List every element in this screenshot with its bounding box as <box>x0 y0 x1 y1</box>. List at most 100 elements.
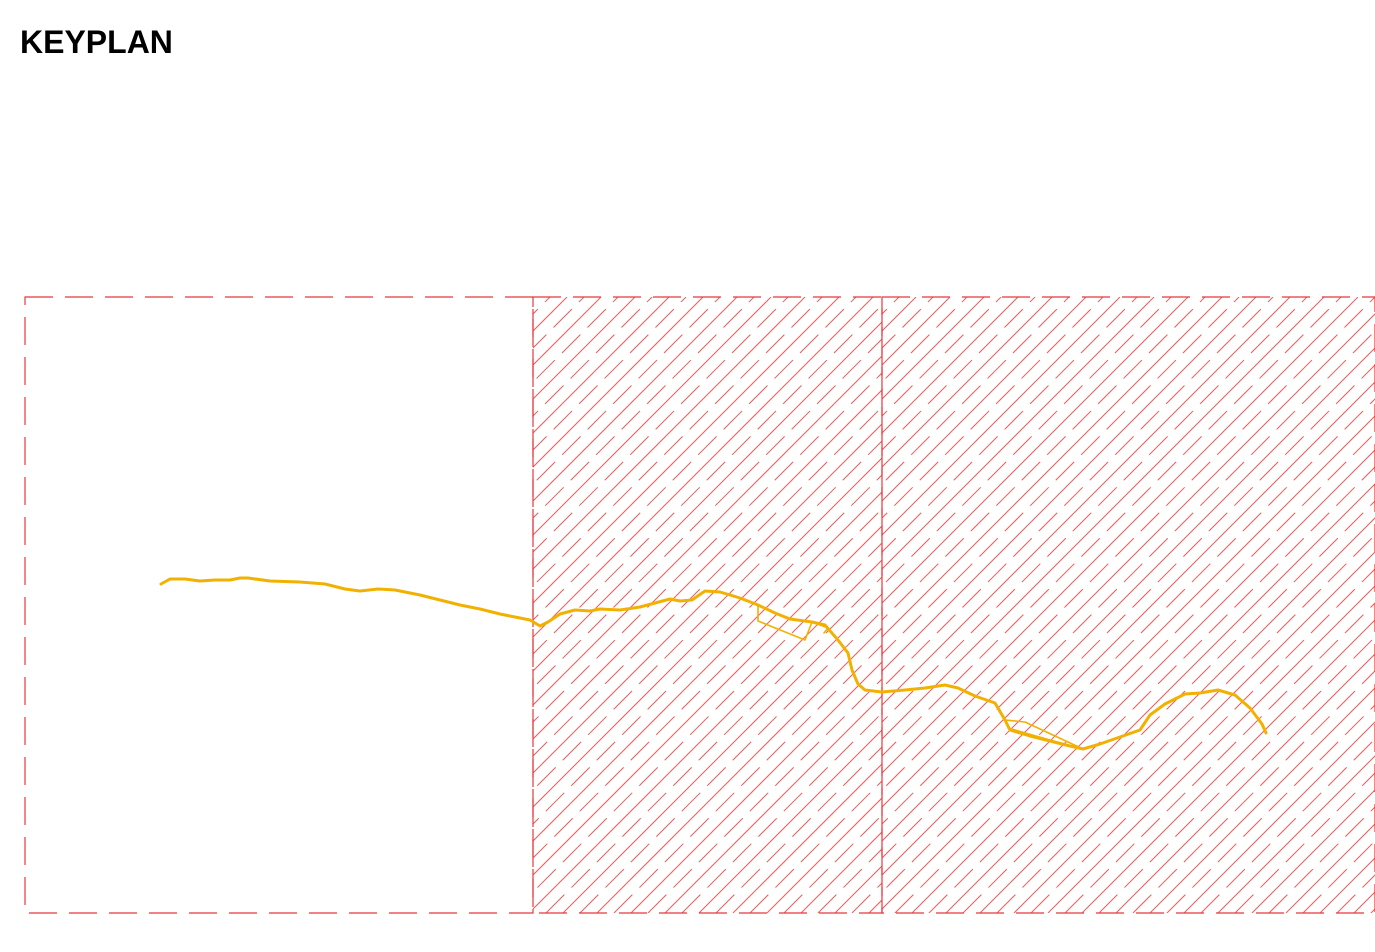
hatch-line <box>545 576 882 913</box>
hatch-line <box>928 466 1375 913</box>
hatch-line <box>882 297 1291 706</box>
route-alignment-branch-2 <box>1004 719 1084 750</box>
hatch-line <box>800 831 882 913</box>
hatch-line <box>1217 755 1375 913</box>
hatch-line <box>1251 789 1375 913</box>
hatch-line <box>882 297 1172 587</box>
hatch-line <box>882 297 917 332</box>
hatch-line <box>533 423 882 774</box>
hatch-line <box>1243 297 1375 913</box>
hatch-line <box>1149 687 1375 913</box>
hatch-line <box>1005 297 1375 913</box>
hatch-line <box>533 406 882 757</box>
hatch-line <box>882 364 1375 859</box>
hatch-line <box>882 297 1206 621</box>
hatch-line <box>882 330 1375 825</box>
hatch-line <box>533 297 568 332</box>
hatch-line <box>533 297 874 638</box>
hatch-line <box>533 297 823 587</box>
hatch-line <box>1260 297 1375 913</box>
hatch-line <box>533 297 857 621</box>
hatch-line <box>533 297 619 383</box>
hatch-line <box>732 763 882 913</box>
hatch-line <box>1124 297 1375 913</box>
hatch-line <box>533 297 738 502</box>
hatch-line <box>1141 297 1375 913</box>
hatch-line <box>249 297 865 913</box>
hatch-line <box>817 848 882 913</box>
hatch-line <box>937 297 1375 913</box>
hatch-line <box>1030 568 1375 913</box>
hatch-line <box>533 304 882 655</box>
hatch-line <box>533 297 789 553</box>
hatch-line <box>1013 551 1375 913</box>
hatch-line <box>1294 297 1375 913</box>
hatch-line <box>1353 891 1375 913</box>
hatch-line <box>882 297 1087 502</box>
hatch-line <box>911 449 1375 913</box>
hatch-line <box>533 297 704 468</box>
hatch-line <box>996 534 1375 913</box>
hatch-line <box>882 297 1308 723</box>
hatch-line <box>882 297 1002 417</box>
hatch-line <box>533 297 721 485</box>
hatch-line <box>882 381 1375 876</box>
hatch-line <box>882 297 1036 451</box>
hatch-line <box>882 297 900 315</box>
hatch-line <box>882 297 1342 757</box>
hatch-line <box>698 729 882 913</box>
hatch-line <box>533 457 882 808</box>
hatch-line <box>533 297 670 434</box>
hatch-line <box>1047 585 1375 913</box>
hatch-line <box>971 297 1375 913</box>
hatch-line <box>882 297 1019 434</box>
hatch-line <box>882 297 1240 655</box>
hatch-line <box>1166 704 1375 913</box>
hatch-line <box>945 483 1375 913</box>
hatch-line <box>962 500 1375 913</box>
hatch-line <box>882 297 1189 604</box>
hatch-line <box>596 627 882 913</box>
hatch-line <box>920 297 1375 913</box>
hatch-line <box>1064 602 1375 913</box>
hatch-line <box>894 432 1375 913</box>
hatch-line <box>882 313 1375 808</box>
hatch-line <box>1277 297 1375 913</box>
sheet-3-outline[interactable] <box>881 296 1375 914</box>
hatch-line <box>681 712 882 913</box>
hatch-line <box>882 297 1325 740</box>
hatch-line <box>882 297 1155 570</box>
hatch-line <box>1081 619 1375 913</box>
hatch-line <box>533 297 687 451</box>
hatch-line <box>979 517 1375 913</box>
hatch-line <box>533 440 882 791</box>
hatch-line <box>882 297 1359 774</box>
route-alignment-main <box>159 576 1268 751</box>
hatch-line <box>533 297 636 400</box>
hatch-line <box>0 297 516 913</box>
hatch-line <box>882 398 1375 893</box>
hatch-line <box>1098 636 1375 913</box>
hatch-line <box>533 297 806 570</box>
hatch-line <box>715 746 882 913</box>
hatch-line <box>882 297 1070 485</box>
hatch-line <box>882 297 883 298</box>
hatch-line <box>630 661 882 913</box>
hatch-line <box>562 593 882 913</box>
hatch-line <box>882 297 1121 536</box>
hatch-line <box>647 678 882 913</box>
hatch-line <box>882 297 1274 689</box>
hatch-line <box>533 297 585 349</box>
hatch-line <box>749 780 882 913</box>
hatch-line <box>1234 772 1375 913</box>
hatch-line <box>882 297 1257 672</box>
hatch-line <box>533 297 602 366</box>
sheet-2-outline[interactable] <box>532 296 883 914</box>
hatch-line <box>1183 721 1375 913</box>
sheet-3-hatch <box>249 297 1375 913</box>
hatch-line <box>533 297 653 417</box>
hatch-line <box>882 297 968 383</box>
hatch-line <box>533 321 882 672</box>
hatch-line <box>1200 738 1375 913</box>
